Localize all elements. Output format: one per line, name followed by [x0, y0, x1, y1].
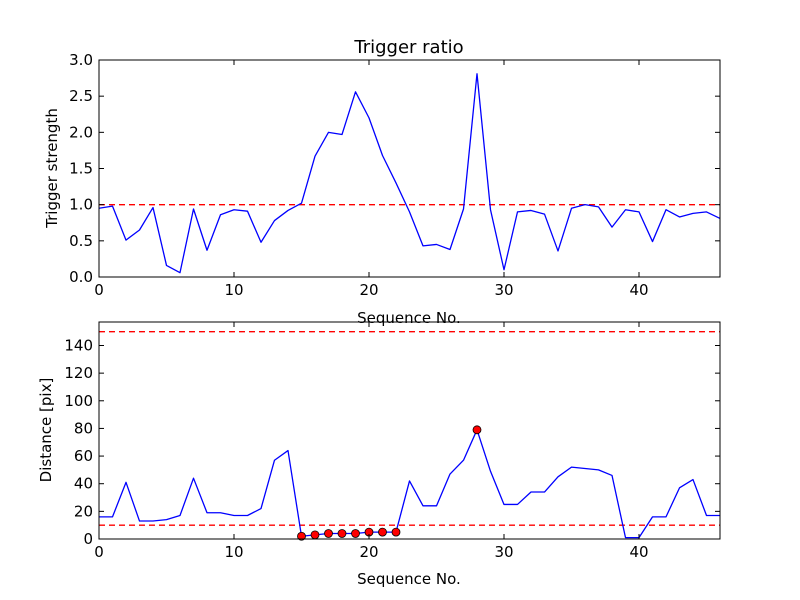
y-tick-label: 2.0 — [69, 123, 93, 141]
y-tick-label: 20 — [74, 502, 93, 520]
y-axis-label: Trigger strength — [43, 108, 61, 229]
x-tick-label: 0 — [94, 281, 104, 299]
x-tick-label: 40 — [629, 281, 648, 299]
y-tick-label: 3.0 — [69, 51, 93, 69]
y-tick-label: 0 — [83, 530, 93, 548]
x-tick-label: 20 — [359, 543, 378, 561]
x-tick-label: 40 — [629, 543, 648, 561]
trigger-ratio-panel: Trigger ratio Sequence No. Trigger stren… — [43, 37, 721, 327]
x-tick-label: 10 — [224, 281, 243, 299]
y-tick-label: 60 — [74, 447, 93, 465]
y-tick-label: 1.0 — [69, 196, 93, 214]
data-point-marker — [324, 529, 333, 538]
data-point-marker — [337, 529, 347, 538]
y-tick-label: 120 — [64, 364, 93, 382]
chart-title: Trigger ratio — [353, 37, 463, 58]
y-tick-label: 40 — [74, 475, 93, 493]
series-line — [99, 429, 720, 539]
data-point-marker — [391, 527, 401, 537]
y-tick-label: 0.5 — [69, 232, 93, 250]
y-axis-label: Distance [pix] — [37, 378, 55, 483]
distance-panel: Sequence No. Distance [pix] 0 10 20 30 40 0 20… — [37, 321, 721, 588]
data-point-marker — [310, 530, 320, 540]
data-point-marker — [472, 425, 482, 435]
data-point-marker — [297, 531, 306, 541]
series-line — [98, 73, 721, 274]
y-tick-label: 1.5 — [69, 160, 93, 178]
x-tick-label: 30 — [494, 543, 513, 561]
x-tick-label: 0 — [94, 543, 104, 561]
y-tick-label: 100 — [64, 392, 93, 410]
y-tick-label: 140 — [64, 336, 93, 354]
data-point-marker — [351, 529, 360, 538]
y-tick-label: 2.5 — [69, 87, 93, 105]
x-tick-label: 20 — [359, 281, 378, 299]
x-tick-label: 30 — [494, 281, 513, 299]
x-axis-label: Sequence No. — [357, 570, 461, 588]
x-tick-label: 10 — [224, 543, 243, 561]
plot-frame — [98, 321, 721, 540]
y-tick-label: 80 — [74, 419, 93, 437]
x-axis-label: Sequence No. — [357, 309, 461, 327]
y-tick-label: 0.0 — [69, 268, 93, 286]
data-point-marker — [378, 527, 387, 537]
